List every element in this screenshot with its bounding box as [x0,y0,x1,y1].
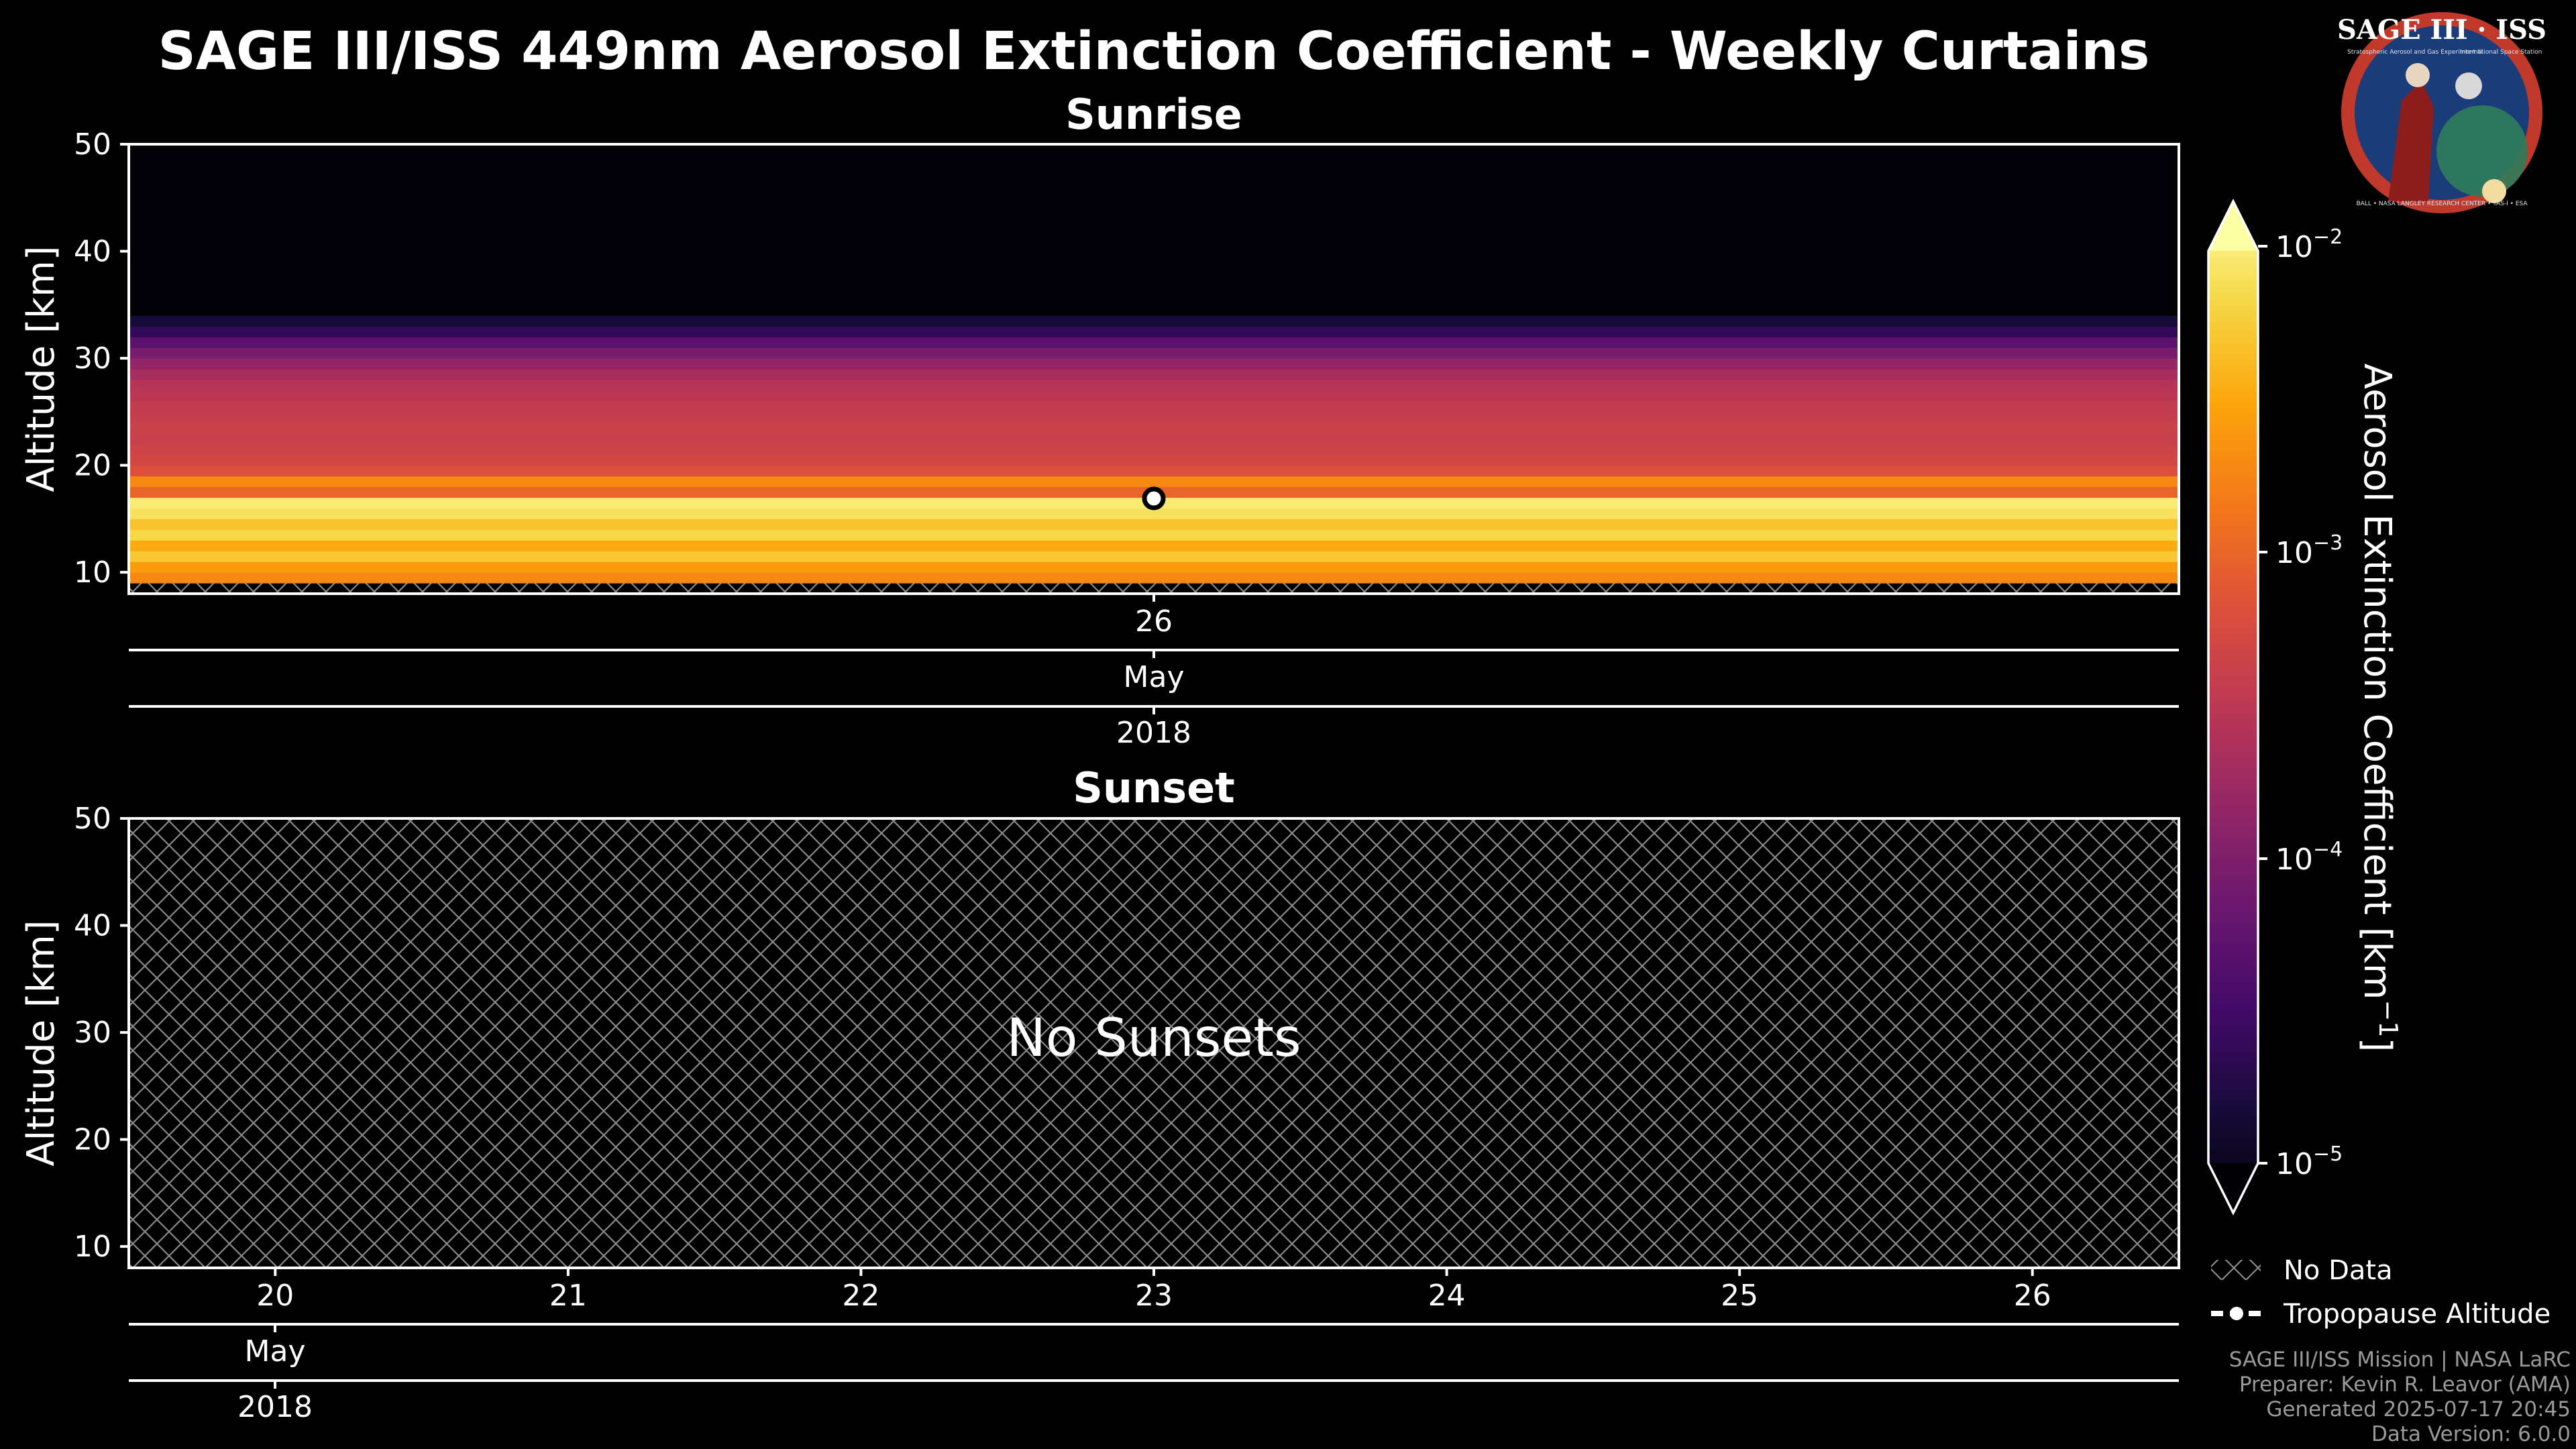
extinction-band [129,529,2179,541]
logo-experiment-text: Stratospheric Aerosol and Gas Experiment… [2347,49,2483,56]
colorbar-tick-label-1e-4: 10−4 [2275,838,2343,877]
extinction-band [129,358,2179,370]
extinction-band [129,433,2179,445]
sunset-title: Sunset [1073,763,1235,812]
x-tick-label: 23 [1135,1279,1173,1313]
sunrise-x-tick-label: 26 [1135,604,1173,639]
extinction-band [129,476,2179,488]
extinction-band [129,540,2179,551]
extinction-band [129,379,2179,391]
colorbar-tick-label-1e-2: 10−2 [2275,225,2343,264]
no-data-band [129,583,2179,594]
colorbar-label: Aerosol Extinction Coefficient [km−1] [2355,364,2403,1053]
y-tick-label: 30 [74,1016,111,1050]
extinction-band [129,337,2179,348]
sunrise-x-axis: 26 May 2018 [129,594,2179,750]
y-tick-label: 20 [74,1123,111,1157]
sunrise-curtain [129,144,2179,594]
sunset-no-data-hatch [129,818,2179,1268]
extinction-band [129,390,2179,402]
legend: No Data Tropopause Altitude [2211,1255,2551,1330]
y-tick-label: 40 [74,909,111,943]
footer-line: Generated 2025-07-17 20:45 [2266,1397,2571,1421]
extinction-band [129,465,2179,477]
sunrise-y-axis-label: Altitude [km] [19,246,63,492]
sunset-year-label: 2018 [237,1390,313,1424]
moon-icon [2455,72,2482,99]
colorbar-extend-max [2208,201,2258,251]
x-tick-label: 21 [549,1279,587,1313]
legend-no-data-label: No Data [2284,1255,2393,1286]
extinction-band [129,454,2179,466]
logo-text: SAGE III · ISS [2337,14,2546,46]
no-sunsets-annotation: No Sunsets [1006,1008,1301,1069]
legend-tropopause-marker [2230,1307,2243,1320]
sage-iss-logo: SAGE III · ISS Stratospheric Aerosol and… [2337,12,2546,213]
extinction-band [129,561,2179,573]
extinction-band [129,411,2179,423]
footer: SAGE III/ISS Mission | NASA LaRC Prepare… [2229,1348,2571,1446]
extinction-band [129,508,2179,519]
sunrise-title: Sunrise [1065,90,1242,139]
x-tick-label: 25 [1721,1279,1758,1313]
extinction-band [129,326,2179,337]
extinction-band [129,519,2179,530]
logo-ring-text: BALL • NASA LANGLEY RESEARCH CENTER • TA… [2356,201,2528,207]
extinction-band [129,422,2179,434]
colorbar-tick-label-1e-3: 10−3 [2275,531,2343,570]
sunrise-panel: Sunrise 10 20 30 40 50 Altitude [km] 26 May … [19,90,2180,750]
logo-station-text: International Space Station [2460,49,2542,56]
footer-line: Data Version: 6.0.0 [2371,1422,2571,1446]
tropopause-marker [1142,486,1166,511]
y-tick-label: 10 [74,1230,111,1264]
x-tick-label: 24 [1428,1279,1466,1313]
wizard-figure-icon [2388,80,2434,201]
y-tick-label: 30 [74,341,111,376]
sunrise-month-label: May [1124,660,1185,694]
footer-line: Preparer: Kevin R. Leavor (AMA) [2239,1373,2571,1397]
figure-title: SAGE III/ISS 449nm Aerosol Extinction Co… [158,21,2150,82]
y-tick-label: 10 [74,555,111,590]
sunrise-tropopause-layer [1142,486,1166,511]
extinction-band [129,443,2179,455]
extinction-band [129,315,2179,327]
sunset-y-axis: 10 20 30 40 50 [74,802,129,1264]
y-tick-label: 20 [74,449,111,483]
wizard-head-icon [2406,63,2430,87]
sunset-x-axis: 20 21 22 23 24 25 26 [256,1268,2051,1313]
x-tick-label: 22 [842,1279,879,1313]
colorbar: 10−2 10−3 10−4 10−5 Aerosol Extinction C… [2207,199,2403,1216]
y-tick-label: 40 [74,235,111,269]
extinction-band [129,369,2179,380]
extinction-band [129,551,2179,562]
extinction-band [129,572,2179,584]
extinction-band [129,144,2179,316]
extinction-band [129,400,2179,413]
sunset-month-label: May [245,1334,306,1368]
colorbar-ticks: 10−2 10−3 10−4 10−5 [2258,225,2343,1181]
extinction-band [129,347,2179,359]
legend-tropopause-label: Tropopause Altitude [2283,1299,2551,1330]
y-tick-label: 50 [74,802,111,836]
sunset-y-axis-label: Altitude [km] [19,920,63,1166]
sunrise-year-label: 2018 [1116,716,1191,750]
sunset-date-axes: May 2018 [129,1323,2179,1424]
sunset-panel: Sunset No Sunsets 10 20 30 40 50 Altitude [k… [19,763,2180,1424]
sun-icon [2482,179,2506,203]
x-tick-label: 26 [2014,1279,2051,1313]
y-tick-label: 50 [74,127,111,162]
sunrise-y-axis: 10 20 30 40 50 [74,127,129,590]
footer-line: SAGE III/ISS Mission | NASA LaRC [2229,1348,2571,1372]
legend-no-data-swatch [2211,1260,2261,1280]
colorbar-tick-label-1e-5: 10−5 [2275,1142,2343,1181]
colorbar-gradient [2208,201,2258,1213]
x-tick-label: 20 [256,1279,294,1313]
earth-icon [2436,105,2528,197]
colorbar-extend-min [2208,1163,2258,1213]
